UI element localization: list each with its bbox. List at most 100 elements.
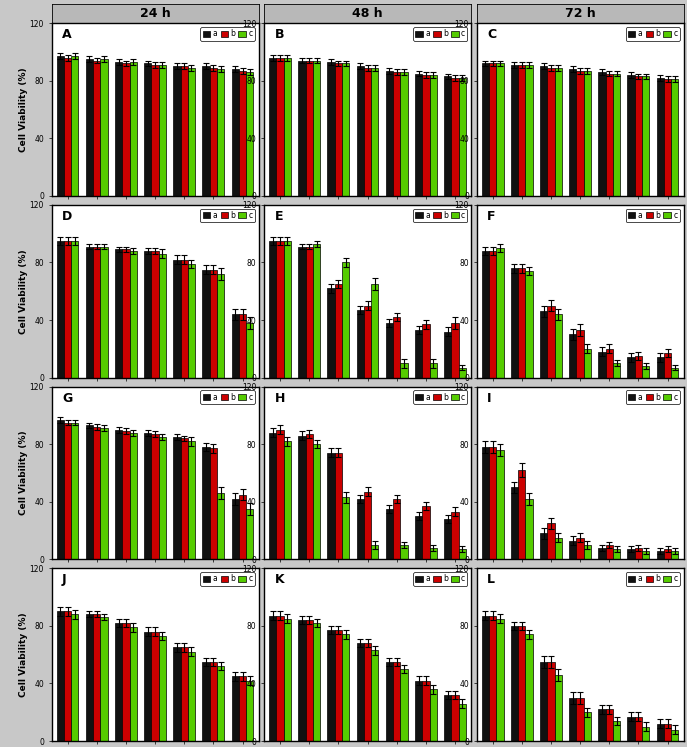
Bar — [627, 549, 635, 560]
X-axis label: Concentration (μM): Concentration (μM) — [318, 223, 417, 232]
Legend: a, b, c: a, b, c — [625, 572, 679, 586]
Bar — [401, 363, 407, 378]
Bar — [598, 548, 605, 560]
Bar — [459, 549, 466, 560]
X-axis label: Concentration (μM): Concentration (μM) — [105, 223, 205, 232]
Bar — [451, 512, 459, 560]
Bar — [429, 75, 437, 196]
Bar — [232, 69, 239, 196]
Bar — [269, 241, 276, 378]
Bar — [459, 78, 466, 196]
Bar — [328, 453, 335, 560]
Bar — [313, 244, 320, 378]
Bar — [548, 524, 554, 560]
Legend: a, b, c: a, b, c — [201, 572, 255, 586]
Legend: a, b, c: a, b, c — [413, 27, 467, 40]
Bar — [151, 251, 159, 378]
Bar — [429, 689, 437, 741]
Bar — [335, 630, 342, 741]
Bar — [93, 247, 100, 378]
Bar — [86, 614, 93, 741]
Bar — [71, 614, 78, 741]
Bar — [496, 63, 504, 196]
Bar — [444, 695, 451, 741]
Bar — [203, 662, 210, 741]
Bar — [393, 72, 401, 196]
Bar — [598, 72, 605, 196]
Bar — [548, 662, 554, 741]
Bar — [393, 499, 401, 560]
Bar — [239, 71, 246, 196]
Bar — [217, 666, 224, 741]
Bar — [364, 306, 371, 378]
Bar — [569, 335, 576, 378]
Bar — [423, 506, 429, 560]
Bar — [130, 433, 137, 560]
Bar — [306, 61, 313, 196]
Bar — [335, 453, 342, 560]
Y-axis label: Cell Viability (%): Cell Viability (%) — [19, 249, 28, 334]
Bar — [496, 619, 504, 741]
Bar — [173, 437, 181, 560]
Bar — [664, 724, 671, 741]
Bar — [657, 551, 664, 560]
Text: J: J — [62, 574, 67, 586]
Bar — [173, 259, 181, 378]
Bar — [357, 643, 364, 741]
Bar — [671, 368, 679, 378]
Bar — [313, 444, 320, 560]
Bar — [569, 69, 576, 196]
Bar — [93, 427, 100, 560]
X-axis label: Concentration (μM): Concentration (μM) — [318, 405, 417, 414]
Text: 48 h: 48 h — [352, 7, 383, 20]
Bar — [371, 68, 379, 196]
Bar — [635, 356, 642, 378]
Legend: a, b, c: a, b, c — [413, 572, 467, 586]
Bar — [613, 363, 620, 378]
Bar — [635, 716, 642, 741]
Bar — [144, 433, 151, 560]
Bar — [635, 76, 642, 196]
Bar — [357, 66, 364, 196]
Bar — [276, 430, 284, 560]
Bar — [511, 626, 518, 741]
Bar — [584, 71, 591, 196]
Bar — [451, 695, 459, 741]
Bar — [482, 616, 489, 741]
Bar — [642, 551, 649, 560]
Bar — [100, 247, 108, 378]
Bar — [115, 249, 122, 378]
X-axis label: Concentration (μM): Concentration (μM) — [530, 586, 630, 595]
Text: H: H — [274, 391, 285, 405]
Bar — [371, 545, 379, 560]
Bar — [306, 620, 313, 741]
Text: I: I — [487, 391, 491, 405]
Bar — [313, 623, 320, 741]
Text: A: A — [62, 28, 71, 41]
Bar — [159, 437, 166, 560]
Bar — [415, 330, 423, 378]
Bar — [518, 470, 526, 560]
Bar — [342, 63, 349, 196]
Bar — [151, 434, 159, 560]
Bar — [188, 68, 195, 196]
Legend: a, b, c: a, b, c — [413, 208, 467, 223]
Bar — [269, 58, 276, 196]
Bar — [386, 71, 393, 196]
Bar — [188, 441, 195, 560]
Bar — [328, 630, 335, 741]
Bar — [526, 271, 532, 378]
Bar — [429, 363, 437, 378]
Bar — [489, 63, 496, 196]
Bar — [328, 62, 335, 196]
Bar — [335, 284, 342, 378]
Bar — [298, 620, 306, 741]
Bar — [459, 368, 466, 378]
Bar — [159, 636, 166, 741]
Bar — [284, 619, 291, 741]
Bar — [482, 63, 489, 196]
Bar — [627, 716, 635, 741]
Bar — [217, 69, 224, 196]
Bar — [393, 317, 401, 378]
Bar — [56, 420, 64, 560]
